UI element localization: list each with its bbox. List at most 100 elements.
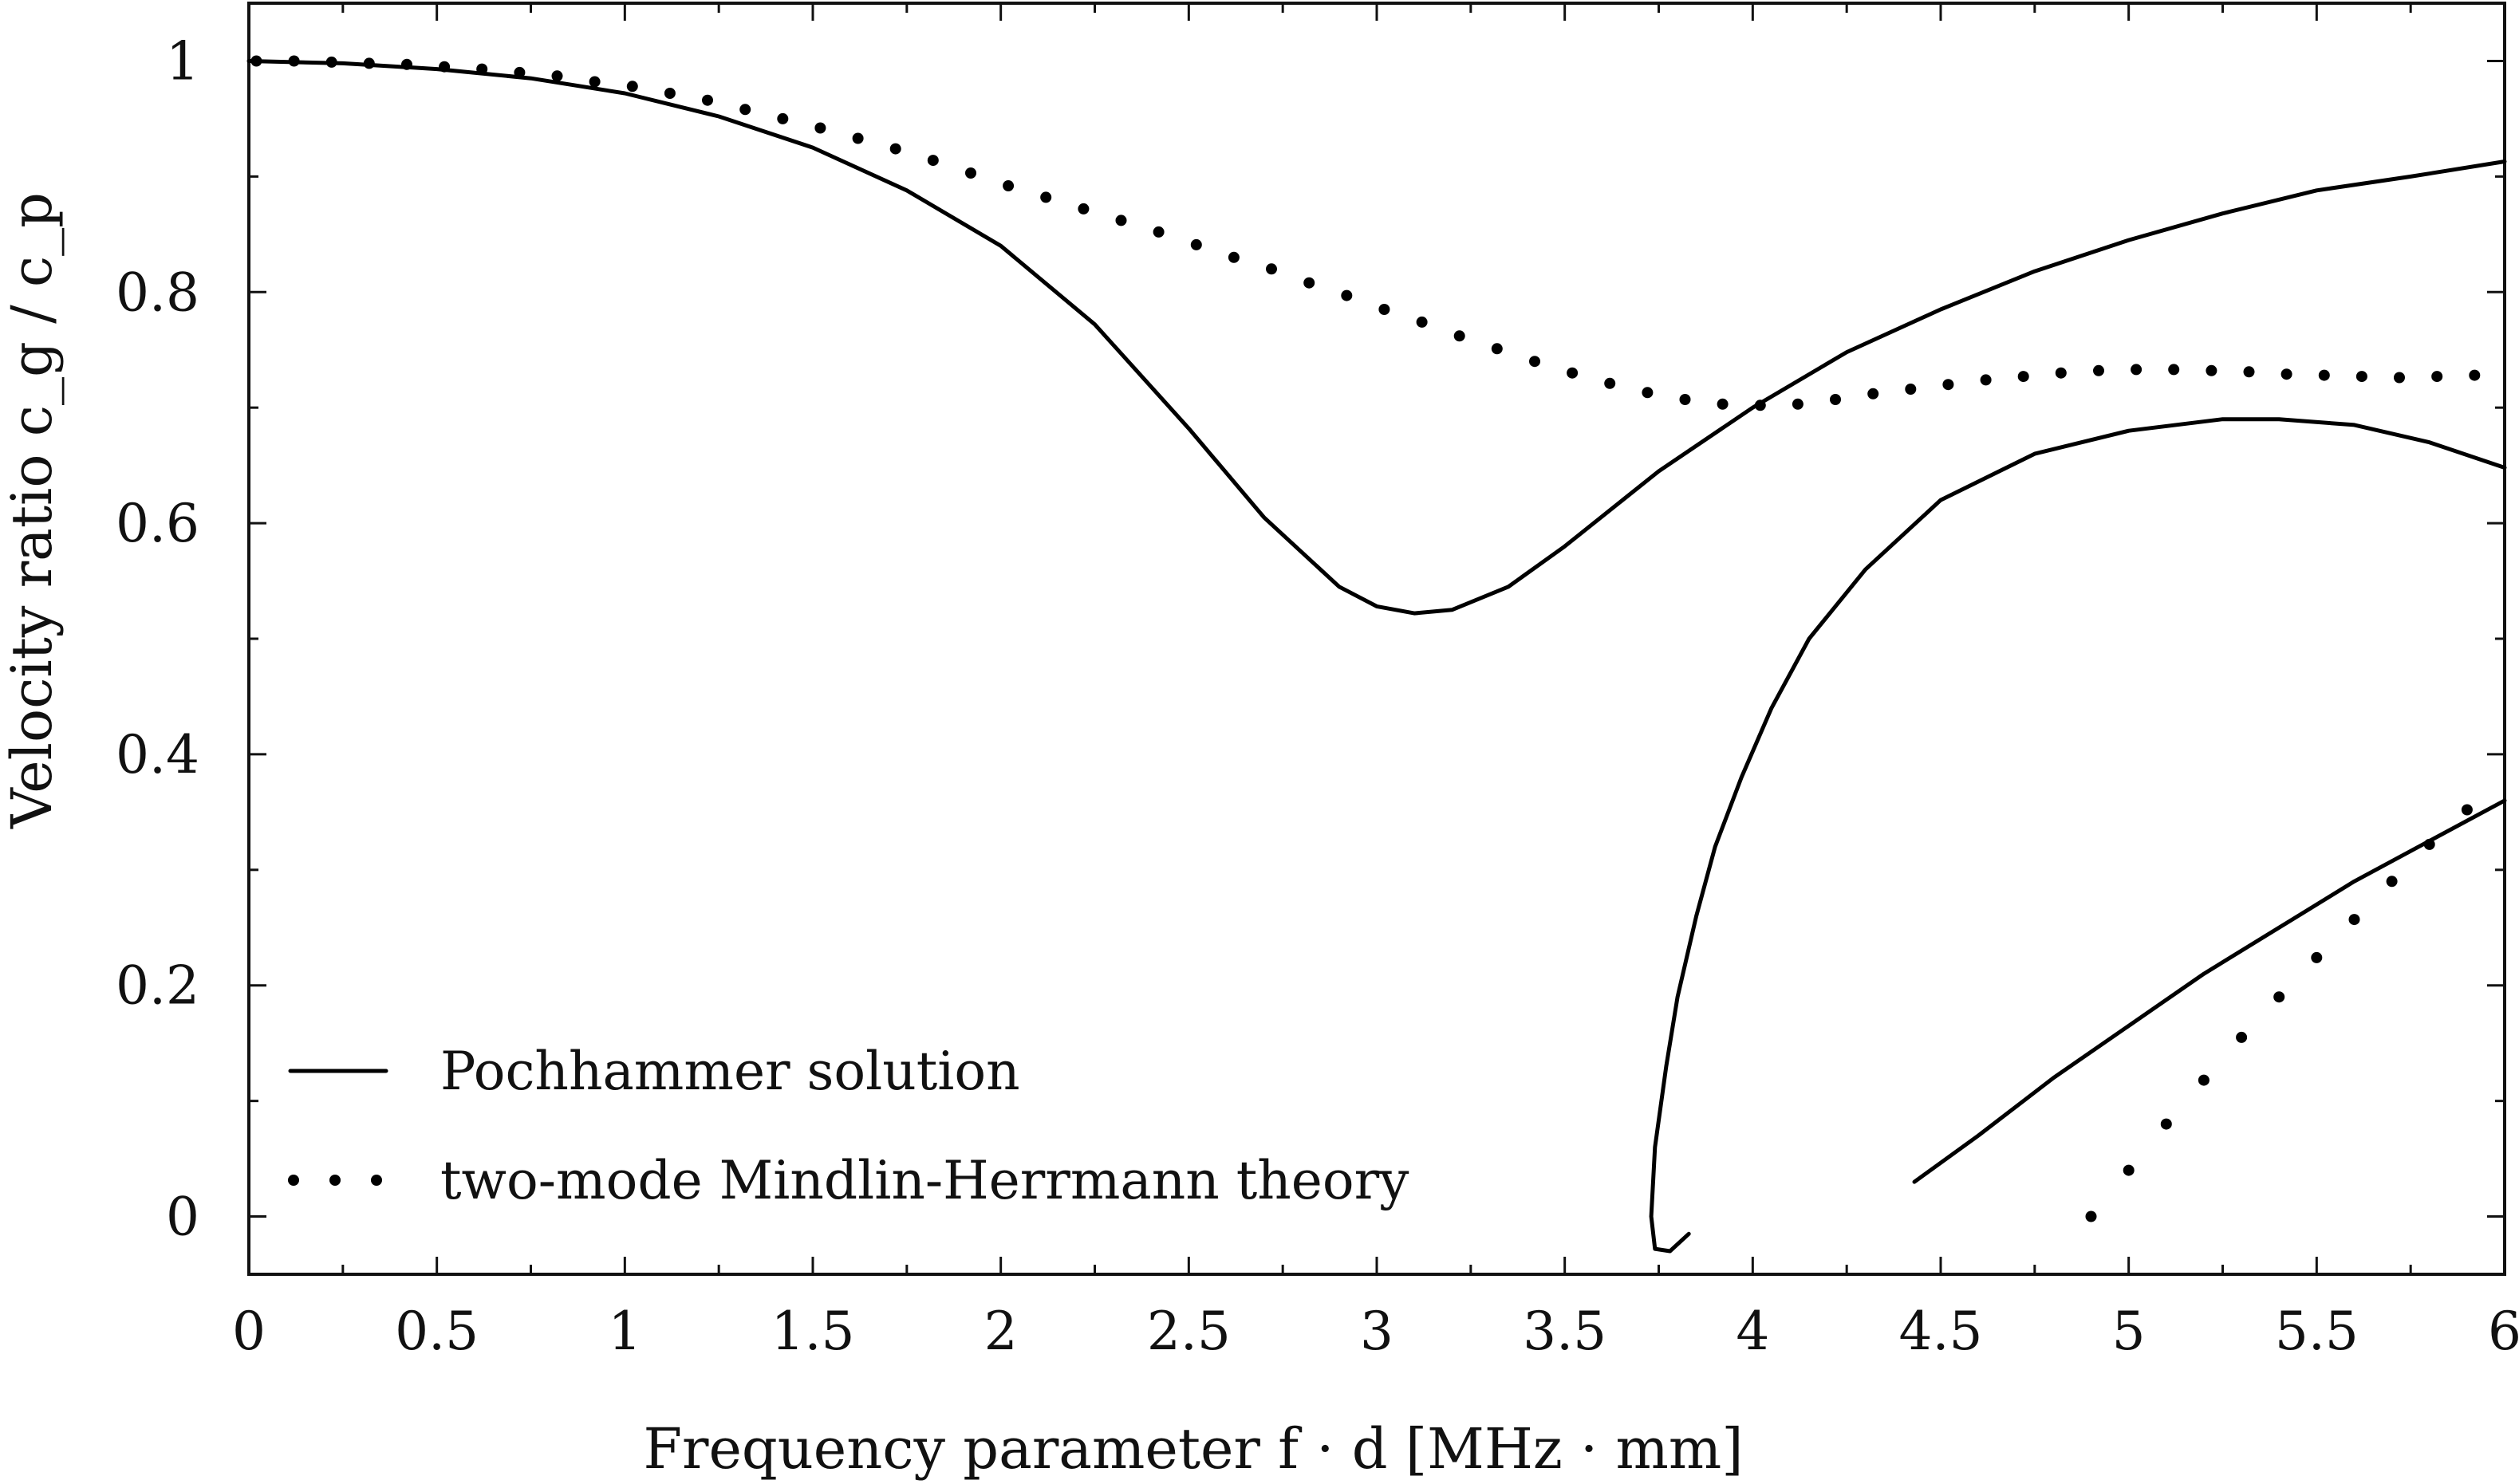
- series-point: [1717, 398, 1729, 410]
- series-point: [2386, 876, 2398, 888]
- series-point: [2055, 367, 2067, 379]
- legend-dot-1: [288, 1175, 299, 1186]
- series-point: [1529, 356, 1540, 368]
- y-tick-label: 0.6: [116, 493, 199, 554]
- series-point: [2394, 372, 2405, 384]
- series-point: [2318, 369, 2330, 381]
- series-point: [1303, 277, 1315, 289]
- series-point: [2243, 366, 2255, 378]
- series-point: [1604, 377, 1616, 389]
- series-point: [288, 55, 300, 67]
- series-point: [965, 167, 976, 179]
- series-point: [2085, 1210, 2097, 1222]
- series-point: [1040, 191, 1052, 203]
- x-tick-label: 5: [2112, 1301, 2146, 1362]
- series-point: [2461, 804, 2473, 816]
- series-point: [1453, 330, 1465, 342]
- series-point: [927, 155, 939, 167]
- series-point: [626, 81, 638, 93]
- legend-label-mindlin: two-mode Mindlin-Herrmann theory: [440, 1150, 1409, 1211]
- x-tick-label: 1: [608, 1301, 641, 1362]
- series-line-2: [1649, 417, 2507, 1254]
- series-point: [1115, 215, 1127, 226]
- legend-label-pochhammer: Pochhammer solution: [440, 1041, 1020, 1102]
- series-point: [1942, 379, 1954, 391]
- series-point: [1491, 343, 1503, 355]
- series-point: [2160, 1118, 2172, 1130]
- series-point: [702, 94, 713, 106]
- series-point: [2168, 364, 2180, 376]
- series-point: [2131, 364, 2143, 376]
- series-point: [1341, 289, 1353, 301]
- legend-dot-2: [329, 1175, 341, 1186]
- series-point: [1266, 263, 1277, 275]
- series-point: [2469, 369, 2481, 381]
- legend: Pochhammer solution two-mode Mindlin-Her…: [288, 1041, 1409, 1211]
- series-point: [2431, 371, 2443, 383]
- y-axis-label: Velocity ratio c_g / c_p: [0, 192, 65, 829]
- series-point: [1980, 374, 1992, 386]
- series-point: [2273, 991, 2285, 1003]
- series-point: [439, 61, 451, 73]
- series-point: [1378, 304, 1390, 315]
- series-point: [325, 56, 337, 68]
- series-point: [514, 66, 526, 78]
- series-point: [1416, 316, 1428, 328]
- series-point: [2123, 1164, 2135, 1176]
- y-tick-label: 0.8: [116, 262, 199, 323]
- series-point: [2311, 951, 2323, 963]
- x-tick-label: 2: [984, 1301, 1018, 1362]
- x-tick-label: 6: [2488, 1301, 2519, 1362]
- series-point: [1867, 388, 1879, 400]
- series-point: [401, 58, 412, 70]
- series-point: [2423, 838, 2435, 850]
- series-point: [1679, 394, 1691, 405]
- x-tick-label: 3: [1360, 1301, 1394, 1362]
- series-point: [1754, 400, 1766, 411]
- series-point: [1567, 367, 1579, 379]
- x-tick-label: 0.5: [395, 1301, 479, 1362]
- x-tick-label: 3.5: [1523, 1301, 1606, 1362]
- y-axis-ticks: 0 0.2 0.4 0.6 0.8 1: [116, 30, 2505, 1248]
- series-point: [476, 63, 488, 75]
- x-axis-ticks: 0 0.5 1 1.5 2 2.5 3 3.5 4 4.5 5 5.5 6: [232, 3, 2519, 1362]
- series-point: [2348, 914, 2360, 926]
- series-point: [1078, 203, 1090, 215]
- series-point: [1190, 238, 1202, 250]
- legend-dot-3: [371, 1175, 382, 1186]
- series-point: [1792, 398, 1804, 410]
- x-axis-label: Frequency parameter f · d [MHz · mm]: [643, 1416, 1743, 1482]
- series-point: [777, 112, 789, 124]
- x-tick-label: 0: [232, 1301, 266, 1362]
- y-tick-label: 0.2: [116, 955, 199, 1017]
- x-tick-label: 1.5: [771, 1301, 855, 1362]
- series-point: [2206, 364, 2217, 376]
- series-point: [2198, 1074, 2210, 1086]
- y-tick-label: 0: [166, 1187, 199, 1248]
- x-tick-label: 4: [1736, 1301, 1769, 1362]
- y-tick-label: 1: [166, 30, 199, 92]
- series-point: [1003, 180, 1015, 191]
- x-tick-label: 4.5: [1899, 1301, 1983, 1362]
- series-point: [739, 104, 751, 116]
- series-point: [889, 143, 901, 155]
- series-line-3: [1912, 798, 2507, 1184]
- series-point: [2236, 1031, 2248, 1043]
- series-point: [1642, 387, 1654, 399]
- series-point: [2093, 364, 2104, 376]
- series-point: [1905, 384, 1917, 395]
- x-tick-label: 2.5: [1147, 1301, 1231, 1362]
- series-point: [1228, 251, 1240, 263]
- series-point: [2017, 371, 2029, 383]
- x-tick-label: 5.5: [2275, 1301, 2359, 1362]
- series-point: [664, 88, 676, 99]
- series-point: [1153, 226, 1165, 238]
- series-point: [2355, 371, 2367, 383]
- series-point: [852, 132, 864, 144]
- y-tick-label: 0.4: [116, 724, 199, 785]
- series-point: [1830, 394, 1841, 405]
- series-point: [551, 70, 563, 82]
- series-point: [363, 57, 375, 69]
- series-layer: [246, 55, 2507, 1254]
